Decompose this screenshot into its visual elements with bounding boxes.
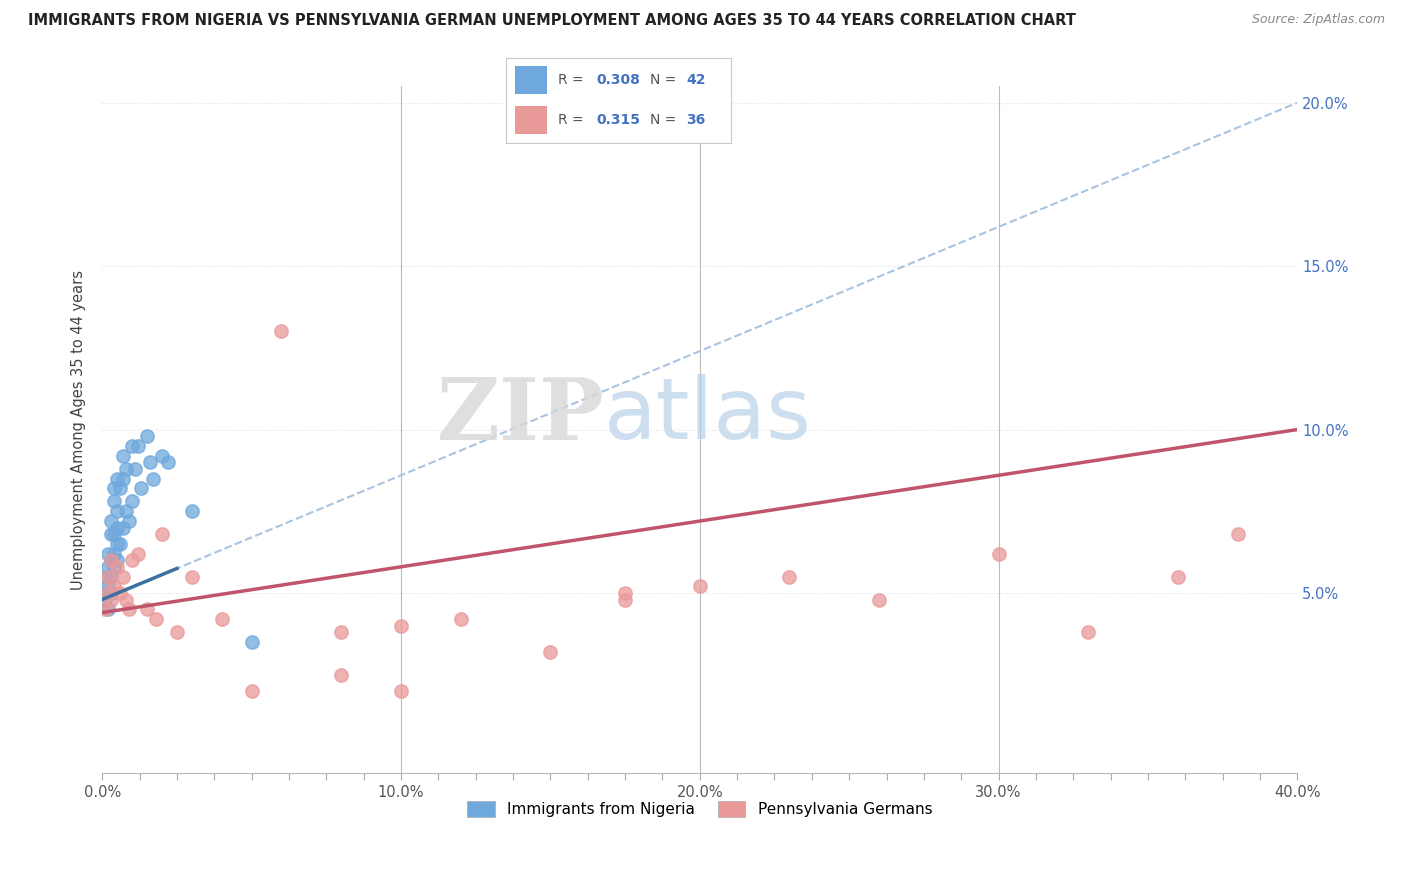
Point (180, 569, 202, 583)
Point (868, 592, 890, 607)
Point (97, 547, 120, 561)
Point (389, 684, 412, 698)
Point (103, 579, 125, 593)
Point (105, 472, 128, 486)
Point (97, 559, 120, 574)
Point (450, 612, 472, 626)
FancyBboxPatch shape (515, 106, 547, 134)
Y-axis label: Unemployment Among Ages 35 to 44 years: Unemployment Among Ages 35 to 44 years (72, 269, 86, 590)
Point (108, 586, 131, 600)
Point (100, 553, 122, 567)
Point (112, 472, 135, 486)
Point (108, 537, 131, 551)
Point (94, 592, 117, 607)
Point (100, 586, 122, 600)
Point (121, 494, 143, 508)
Point (105, 553, 128, 567)
Point (105, 537, 128, 551)
Point (330, 667, 353, 681)
Point (1077, 625, 1099, 640)
Point (100, 553, 122, 567)
Point (118, 514, 141, 528)
Text: R =: R = (558, 72, 583, 87)
Text: ZIP: ZIP (436, 374, 605, 458)
Point (127, 547, 149, 561)
Point (94, 602, 117, 616)
Point (103, 527, 125, 541)
Point (614, 586, 637, 600)
Point (150, 527, 173, 541)
Point (115, 504, 138, 518)
Point (129, 482, 152, 496)
Point (100, 592, 122, 607)
Point (124, 462, 146, 476)
Point (211, 612, 233, 626)
Point (121, 439, 143, 453)
Point (121, 553, 143, 567)
Point (97, 569, 120, 583)
Point (778, 569, 800, 583)
Point (136, 602, 159, 616)
Point (150, 449, 173, 463)
Point (94, 569, 117, 583)
Point (240, 684, 263, 698)
Point (538, 645, 561, 659)
Text: 42: 42 (686, 72, 706, 87)
Point (100, 514, 122, 528)
Point (180, 504, 202, 518)
Point (105, 504, 128, 518)
Point (240, 635, 263, 649)
Point (330, 625, 353, 640)
Text: N =: N = (650, 72, 676, 87)
Point (156, 455, 179, 469)
Point (112, 569, 135, 583)
Point (115, 462, 138, 476)
Text: 0.315: 0.315 (596, 113, 640, 128)
Point (270, 325, 292, 339)
Point (103, 547, 125, 561)
Point (1226, 527, 1249, 541)
Point (103, 482, 125, 496)
Text: Source: ZipAtlas.com: Source: ZipAtlas.com (1251, 13, 1385, 27)
Point (103, 559, 125, 574)
Point (100, 569, 122, 583)
Text: atlas: atlas (605, 375, 813, 458)
Point (127, 439, 149, 453)
Legend: Immigrants from Nigeria, Pennsylvania Germans: Immigrants from Nigeria, Pennsylvania Ge… (461, 796, 938, 823)
Point (614, 592, 637, 607)
Text: IMMIGRANTS FROM NIGERIA VS PENNSYLVANIA GERMAN UNEMPLOYMENT AMONG AGES 35 TO 44 : IMMIGRANTS FROM NIGERIA VS PENNSYLVANIA … (28, 13, 1076, 29)
Point (94, 586, 117, 600)
Point (689, 579, 711, 593)
Point (108, 482, 131, 496)
Point (100, 527, 122, 541)
Point (987, 547, 1010, 561)
Point (105, 559, 128, 574)
Point (97, 586, 120, 600)
Text: 36: 36 (686, 113, 706, 128)
FancyBboxPatch shape (515, 66, 547, 94)
Text: N =: N = (650, 113, 676, 128)
Point (389, 618, 412, 632)
Point (103, 494, 125, 508)
Text: R =: R = (558, 113, 583, 128)
Point (115, 592, 138, 607)
Point (139, 455, 162, 469)
Point (97, 579, 120, 593)
Point (112, 520, 135, 534)
Text: 0.308: 0.308 (596, 72, 640, 87)
Point (145, 612, 167, 626)
Point (118, 602, 141, 616)
Point (1167, 569, 1189, 583)
Point (105, 520, 128, 534)
Point (112, 449, 135, 463)
Point (142, 472, 165, 486)
Point (166, 625, 188, 640)
Point (97, 602, 120, 616)
Point (136, 429, 159, 443)
